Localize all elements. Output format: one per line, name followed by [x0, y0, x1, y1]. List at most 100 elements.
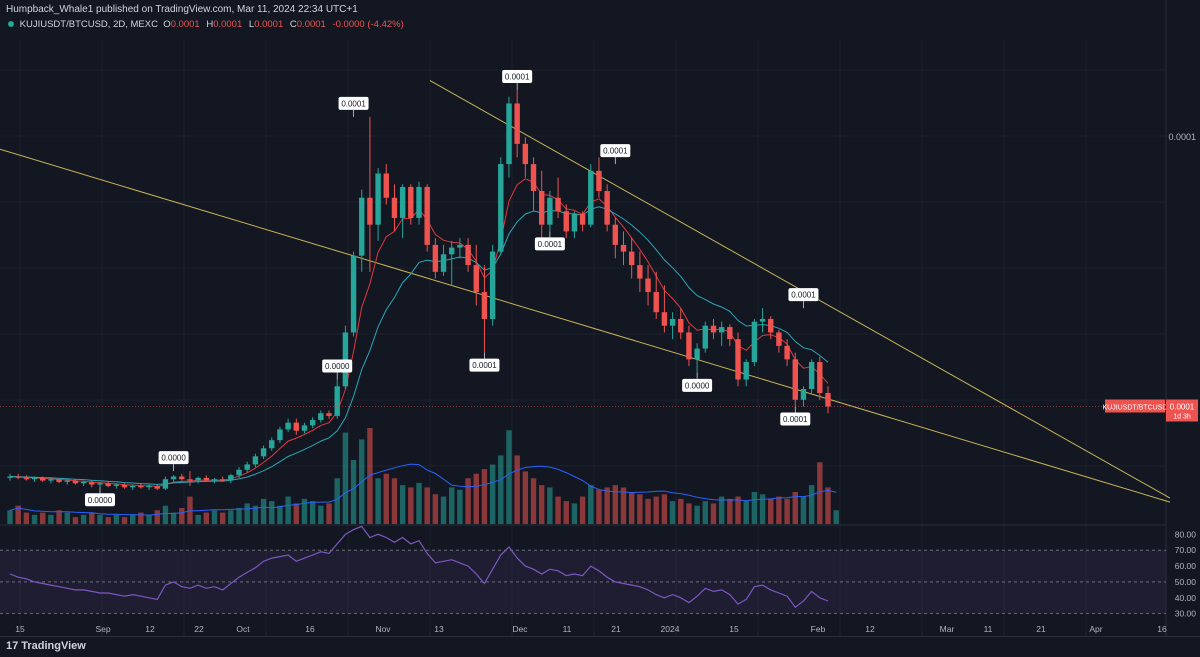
candle [555, 177, 561, 218]
time-axis-label: Sep [95, 624, 110, 634]
candle [661, 285, 668, 333]
candle [293, 418, 299, 435]
candle [408, 184, 414, 225]
candle-body [350, 255, 357, 333]
candle [285, 418, 291, 433]
candle [228, 473, 234, 484]
candle-body [399, 186, 406, 218]
rsi-axis-label: 50.00 [1175, 577, 1197, 587]
volume-bar [170, 512, 177, 524]
time-axis-label: Apr [1089, 624, 1102, 634]
volume-bar [530, 478, 537, 524]
volume-bar [293, 503, 299, 524]
volume-bar [735, 496, 741, 524]
symbol-label[interactable]: KUJIUSDT/BTCUSD, 2D, MEXC [19, 19, 158, 30]
candle [64, 479, 70, 485]
candle [219, 476, 226, 482]
rsi-axis-label: 70.00 [1175, 545, 1197, 555]
candle [424, 184, 430, 252]
candle [637, 251, 643, 293]
callout-box [534, 237, 565, 251]
close-value: 0.0001 [296, 19, 326, 30]
volume-bar [473, 473, 479, 524]
candle [489, 244, 496, 326]
candle-body [530, 164, 537, 192]
tradingview-brand: TradingView [21, 640, 86, 652]
candle [170, 475, 177, 482]
volume-bar [514, 455, 520, 524]
callout-box [338, 96, 369, 110]
price-callout: 0.0000 [158, 451, 189, 472]
volume-bar [825, 487, 831, 524]
candle-body [375, 173, 381, 225]
volume-bar [179, 508, 185, 524]
candle [678, 308, 684, 340]
candle-body [800, 388, 807, 400]
candle [162, 476, 169, 490]
candle-body [628, 251, 635, 266]
candle-body [563, 211, 569, 232]
candle-body [768, 318, 774, 333]
callout-box [322, 359, 353, 373]
time-axis-label: Mar [940, 624, 955, 634]
candle-body [179, 476, 185, 480]
price-chart[interactable]: 0.00010.00010.00010.00010.00010.00010.00… [0, 0, 1200, 636]
price-callout: 0.0001 [469, 352, 500, 372]
candle-body [203, 477, 210, 481]
candle-body [187, 479, 193, 481]
grid-layer [0, 0, 1167, 636]
candle-body [522, 143, 529, 165]
callout-label: 0.0001 [783, 415, 808, 424]
candle-body [440, 254, 447, 272]
candle [751, 318, 758, 367]
candle-body [64, 480, 70, 482]
open-label: O [163, 19, 171, 30]
volume-bar [252, 505, 259, 524]
status-dot-icon [8, 21, 14, 28]
candle-body [498, 164, 504, 252]
candle [40, 476, 46, 482]
candle-body [547, 197, 553, 225]
candle-body [326, 413, 332, 416]
candle-body [367, 197, 373, 225]
candle [481, 265, 488, 353]
callout-box [158, 451, 189, 465]
candle-body [269, 440, 275, 449]
candle [522, 137, 529, 178]
candle-body [481, 292, 488, 319]
candle [23, 475, 30, 481]
volume-bar [350, 460, 357, 524]
candle [375, 168, 381, 241]
volume-bar [768, 498, 774, 524]
candle [792, 352, 798, 407]
volume-bar [579, 496, 586, 524]
candle-body [7, 476, 13, 478]
candle-body [40, 477, 46, 481]
volume-bar [269, 501, 275, 524]
candle [105, 481, 111, 488]
candle [56, 477, 62, 484]
rsi-line [9, 525, 829, 609]
change-value: -0.0000 (-4.42%) [332, 19, 404, 30]
rsi-axis-label: 60.00 [1175, 561, 1197, 571]
candle-body [105, 483, 111, 486]
time-axis-label: Nov [375, 624, 391, 634]
candle-body [80, 481, 87, 484]
time-axis-label: Dec [512, 624, 528, 634]
candle [653, 271, 659, 319]
candle-body [15, 476, 21, 478]
volume-bar [146, 514, 152, 524]
volume-bar [489, 464, 496, 524]
candle [718, 321, 725, 346]
time-axis-label: 16 [305, 624, 315, 634]
candle [416, 181, 422, 225]
volume-bar [7, 510, 13, 524]
candle-body [727, 327, 733, 340]
candle [449, 240, 455, 286]
tradingview-logo[interactable]: 17 TradingView [6, 640, 86, 652]
axis-layer: 0.0001 80.00 70.00 60.00 50.00 40.00 30.00 KUJI… [0, 132, 1198, 634]
candle-body [383, 173, 389, 198]
candle [440, 244, 447, 276]
volume-bar [686, 503, 692, 524]
price-callout: 0.0000 [682, 372, 713, 392]
